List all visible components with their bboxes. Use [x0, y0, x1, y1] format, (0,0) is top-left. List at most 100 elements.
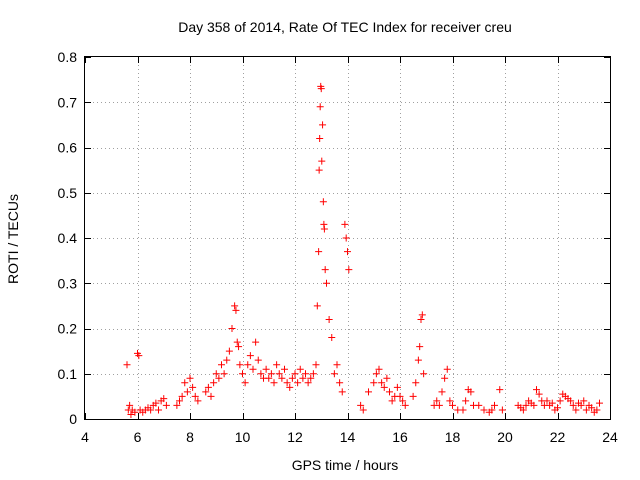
x-tick-label: 4 [81, 429, 89, 445]
data-point [414, 356, 422, 364]
data-point [380, 383, 388, 391]
data-point [233, 338, 241, 346]
data-point [359, 406, 367, 414]
data-point [204, 383, 212, 391]
data-point [388, 397, 396, 405]
data-point [572, 406, 580, 414]
y-tick-label: 0.1 [58, 366, 78, 382]
data-point [302, 370, 309, 378]
axis-ticks [85, 57, 611, 420]
data-point [194, 397, 202, 405]
data-point [212, 370, 220, 378]
y-tick-label: 0.5 [58, 185, 78, 201]
data-point [173, 401, 181, 409]
data-point [443, 365, 451, 373]
data-point [401, 401, 409, 409]
data-point [582, 406, 590, 414]
data-point [533, 386, 540, 394]
data-point [316, 134, 324, 142]
data-point [178, 392, 186, 400]
data-point [588, 404, 596, 412]
data-point [281, 365, 288, 373]
data-point [210, 379, 218, 387]
data-point [556, 397, 564, 405]
data-point [333, 361, 341, 369]
data-point [275, 370, 283, 378]
data-point [593, 406, 601, 414]
data-point [317, 85, 325, 93]
data-point [320, 225, 328, 233]
data-point [344, 248, 351, 256]
y-axis-label: ROTI / TECUs [5, 194, 21, 284]
data-point [202, 388, 210, 396]
x-tick-label: 8 [186, 429, 194, 445]
data-point [273, 361, 281, 369]
data-point [417, 315, 425, 323]
data-point [296, 365, 304, 373]
data-point [341, 220, 349, 228]
data-point [535, 390, 543, 398]
data-point [319, 121, 327, 129]
data-point [409, 392, 417, 400]
data-point [543, 397, 551, 405]
data-point [522, 401, 530, 409]
data-point [393, 383, 401, 391]
data-point [223, 356, 231, 364]
data-point [330, 370, 338, 378]
data-point [244, 361, 252, 369]
data-point [519, 406, 527, 414]
y-tick-label: 0.4 [58, 230, 78, 246]
y-tick-label: 0.6 [58, 140, 78, 156]
data-point [239, 370, 246, 378]
data-point [420, 370, 428, 378]
data-point [313, 302, 321, 310]
data-point [291, 370, 299, 378]
data-point [270, 379, 278, 387]
data-point [449, 401, 456, 409]
data-point [257, 370, 265, 378]
data-point [265, 374, 273, 382]
data-point [475, 401, 483, 409]
plot-frame [84, 56, 611, 420]
data-point [577, 401, 585, 409]
data-point [207, 392, 215, 400]
data-point [299, 374, 307, 382]
data-point [246, 352, 254, 360]
y-tick-labels: 0 0.1 0.2 0.3 0.4 0.5 0.6 0.7 0.8 [58, 49, 78, 427]
data-point [135, 352, 143, 360]
data-point [321, 266, 329, 274]
data-point [160, 395, 168, 403]
data-point [386, 388, 393, 396]
data-point [176, 397, 183, 405]
data-point [433, 397, 441, 405]
x-axis-label: GPS time / hours [292, 457, 399, 473]
data-point [307, 374, 315, 382]
data-point [254, 356, 262, 364]
data-point [315, 166, 323, 174]
x-tick-label: 14 [340, 429, 356, 445]
x-tick-label: 22 [550, 429, 566, 445]
chart-title: Day 358 of 2014, Rate Of TEC Index for r… [178, 19, 512, 35]
data-point [315, 248, 323, 256]
data-point [241, 379, 249, 387]
x-tick-label: 18 [445, 429, 461, 445]
data-point [278, 374, 286, 382]
data-point [155, 406, 162, 414]
x-tick-label: 12 [287, 429, 303, 445]
data-point [459, 406, 467, 414]
data-point [318, 157, 326, 165]
y-tick-label: 0.7 [58, 94, 78, 110]
data-point [267, 370, 275, 378]
x-tick-label: 10 [235, 429, 251, 445]
data-point [596, 399, 603, 407]
data-point [312, 361, 320, 369]
data-point [319, 198, 327, 206]
data-point [438, 388, 446, 396]
data-point [496, 386, 504, 394]
data-point [530, 401, 538, 409]
data-point [283, 379, 291, 387]
data-point [189, 383, 197, 391]
data-point [286, 383, 294, 391]
data-point [416, 343, 424, 351]
